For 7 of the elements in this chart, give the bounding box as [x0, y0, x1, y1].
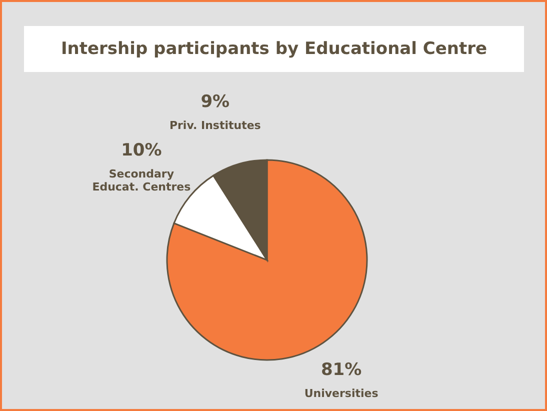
data-label: 81% — [320, 360, 362, 380]
slice-label: Secondary Educat. Centres — [92, 167, 192, 194]
chart-title: Intership participants by Educational Centre — [24, 26, 524, 72]
slice-label: Universities — [304, 387, 379, 400]
data-label: 10% — [121, 140, 162, 160]
data-label: 9% — [200, 92, 230, 112]
slice-label: Priv. Institutes — [169, 118, 262, 132]
